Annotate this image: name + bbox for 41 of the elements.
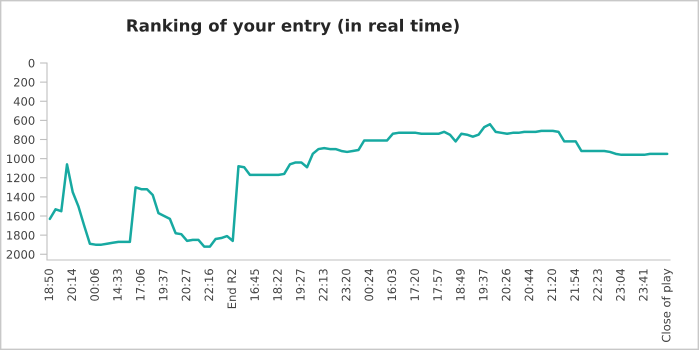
x-tick-label: 17:20 (410, 269, 419, 300)
x-tick-label: 19:27 (296, 269, 305, 300)
x-tick-label: 22:13 (318, 269, 328, 301)
x-tick-label: 23:20 (342, 269, 350, 301)
x-tick-label: 00:06 (90, 269, 99, 301)
y-tick-label: 1000 (7, 154, 34, 164)
y-tick-label: 1800 (7, 230, 34, 240)
y-tick-label: 1200 (7, 174, 34, 182)
x-tick-label: 20:26 (502, 269, 510, 301)
x-tick-label: 21:54 (570, 268, 580, 301)
y-tick-label: 200 (14, 78, 34, 87)
y-tick-label: 2000 (6, 250, 34, 259)
x-tick-label: 19:37 (478, 269, 488, 300)
y-tick-label: 800 (14, 135, 34, 144)
x-tick-label: 19:37 (158, 269, 168, 300)
x-tick-label: 22:23 (593, 269, 602, 301)
x-tick-label: 18:22 (273, 269, 282, 300)
x-tick-label: 18:50 (44, 269, 54, 300)
x-tick-label: 14:33 (113, 269, 122, 300)
x-tick-label: 21:20 (547, 269, 556, 301)
y-tick-label: 1400 (7, 192, 34, 202)
x-tick-label: 17:06 (136, 269, 145, 300)
line-series (48, 122, 668, 248)
x-tick-label: 20:27 (182, 269, 190, 301)
x-tick-label: 23:04 (616, 268, 625, 301)
x-tick-label: 16:03 (387, 269, 396, 300)
x-tick-label: 20:14 (67, 268, 76, 301)
x-tick-label: 22:16 (204, 269, 214, 301)
y-tick-label: 400 (14, 97, 34, 106)
x-tick-label: 00:24 (364, 268, 374, 301)
x-tick-label: 23:41 (638, 269, 648, 301)
y-tick-label: 1600 (7, 212, 34, 221)
y-tick-label: 0 (28, 58, 34, 68)
y-tick-label: 600 (14, 116, 34, 125)
x-tick-label: 20:44 (524, 268, 534, 301)
x-tick-label: 16:45 (250, 269, 259, 300)
x-tick-label: 18:49 (456, 269, 465, 300)
x-tick-label: End R2 (227, 269, 236, 308)
chart-title: Ranking of your entry (in real time) (127, 18, 459, 36)
x-tick-label: Close of play (662, 268, 673, 342)
x-tick-label: 17:57 (433, 269, 442, 300)
